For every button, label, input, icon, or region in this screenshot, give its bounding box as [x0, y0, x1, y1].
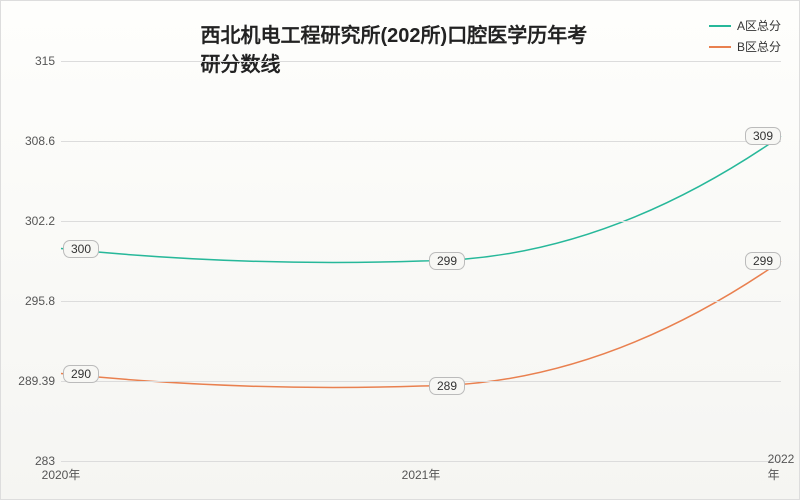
gridline [61, 301, 781, 302]
y-axis-label: 308.6 [5, 134, 55, 148]
legend-label-b: B区总分 [737, 38, 781, 55]
legend-label-a: A区总分 [737, 17, 781, 34]
y-axis-label: 295.8 [5, 294, 55, 308]
data-point-label: 299 [745, 252, 781, 270]
legend: A区总分 B区总分 [709, 17, 781, 59]
legend-swatch-a [709, 25, 731, 27]
chart-svg [61, 61, 781, 461]
y-axis-label: 302.2 [5, 214, 55, 228]
data-point-label: 299 [429, 252, 465, 270]
series-a-line [61, 136, 781, 262]
legend-item-b: B区总分 [709, 38, 781, 55]
gridline [61, 141, 781, 142]
y-axis-label: 289.39 [5, 374, 55, 388]
series-b-line [61, 261, 781, 387]
data-point-label: 290 [63, 365, 99, 383]
legend-item-a: A区总分 [709, 17, 781, 34]
x-axis-label: 2020年 [42, 466, 81, 483]
data-point-label: 309 [745, 127, 781, 145]
gridline [61, 461, 781, 462]
x-axis-label: 2021年 [402, 466, 441, 483]
y-axis-label: 315 [5, 54, 55, 68]
data-point-label: 300 [63, 240, 99, 258]
plot-area: 283289.39295.8302.2308.63152020年2021年202… [61, 61, 781, 461]
data-point-label: 289 [429, 377, 465, 395]
legend-swatch-b [709, 46, 731, 48]
x-axis-label: 2022年 [768, 452, 795, 483]
gridline [61, 221, 781, 222]
gridline [61, 61, 781, 62]
gridline [61, 381, 781, 382]
